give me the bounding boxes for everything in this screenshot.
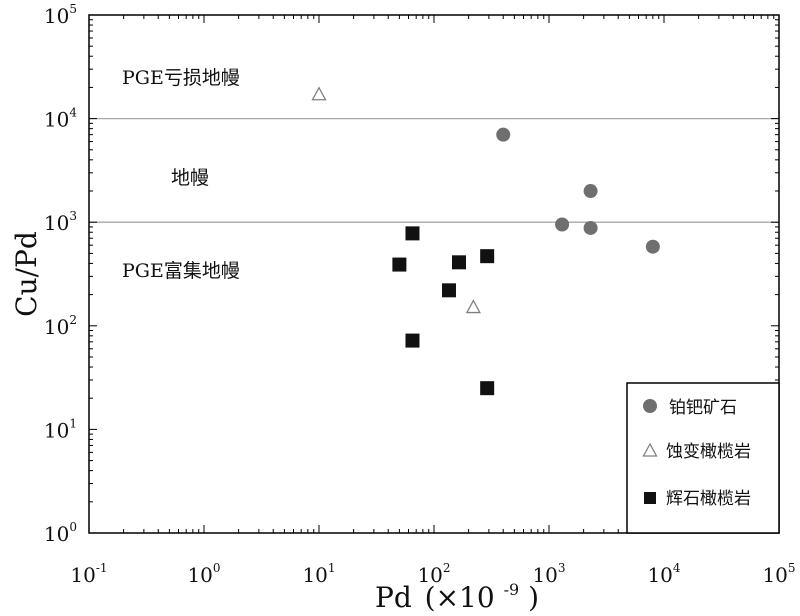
region-label-mantle: 地幔: [171, 167, 209, 189]
data-point-circle: [555, 217, 570, 232]
y-tick-label: 100: [44, 520, 77, 546]
axis-titles: Pd (×10 -9 ) Cu/Pd: [10, 231, 539, 614]
data-point-square: [480, 249, 495, 264]
region-label-pge-enriched: PGE富集地幔: [122, 260, 240, 282]
x-tick-label: 10-1: [70, 561, 107, 587]
data-point-triangle: [311, 86, 327, 101]
x-axis-title-exp: -9: [504, 580, 520, 599]
legend-label-pyroxene: 辉石橄榄岩: [666, 489, 751, 509]
x-axis-title-base: Pd: [375, 581, 412, 614]
data-point-triangle: [465, 299, 481, 314]
data-points: [311, 86, 660, 396]
y-tick-label: 105: [44, 2, 77, 28]
data-point-circle: [583, 184, 598, 199]
legend-label-ore: 铂钯矿石: [669, 398, 737, 418]
x-axis-title: Pd (×10 -9 ): [375, 569, 539, 614]
tick-labels: 10-1 100 101 102 103 104 105 100 101 102 103 104 105: [44, 2, 796, 587]
legend-marker-triangle: [642, 442, 658, 457]
x-axis-title-prefix: (×10: [425, 581, 495, 614]
reference-lines: [89, 117, 779, 223]
region-label-pge-depleted: PGE亏损地幔: [122, 67, 240, 89]
data-point-square: [441, 283, 456, 298]
x-tick-label: 104: [647, 561, 680, 587]
x-tick-label: 105: [762, 561, 795, 587]
x-tick-label: 101: [302, 561, 335, 587]
data-point-circle: [496, 127, 511, 142]
data-point-square: [452, 255, 467, 270]
y-axis-title: Cu/Pd: [10, 231, 43, 317]
x-tick-label: 102: [417, 561, 450, 587]
data-point-square: [392, 257, 407, 272]
data-point-square: [480, 381, 495, 396]
data-point-square: [405, 226, 420, 241]
data-point-circle: [583, 220, 598, 235]
legend: 铂钯矿石 蚀变橄榄岩 辉石橄榄岩: [626, 382, 780, 534]
y-tick-label: 103: [44, 209, 77, 235]
legend-marker-square: [644, 492, 656, 504]
x-tick-label: 100: [187, 561, 220, 587]
data-point-circle: [645, 239, 660, 254]
x-tick-label: 103: [532, 561, 565, 587]
y-tick-label: 101: [44, 416, 77, 442]
x-axis-title-suffix: ): [528, 581, 539, 614]
legend-label-altered: 蚀变橄榄岩: [666, 442, 751, 462]
legend-marker-circle: [643, 399, 657, 413]
region-labels: PGE亏损地幔 地幔 PGE富集地幔: [122, 67, 240, 282]
y-tick-label: 102: [44, 313, 77, 339]
y-tick-label: 104: [44, 106, 77, 132]
data-point-square: [405, 333, 420, 348]
